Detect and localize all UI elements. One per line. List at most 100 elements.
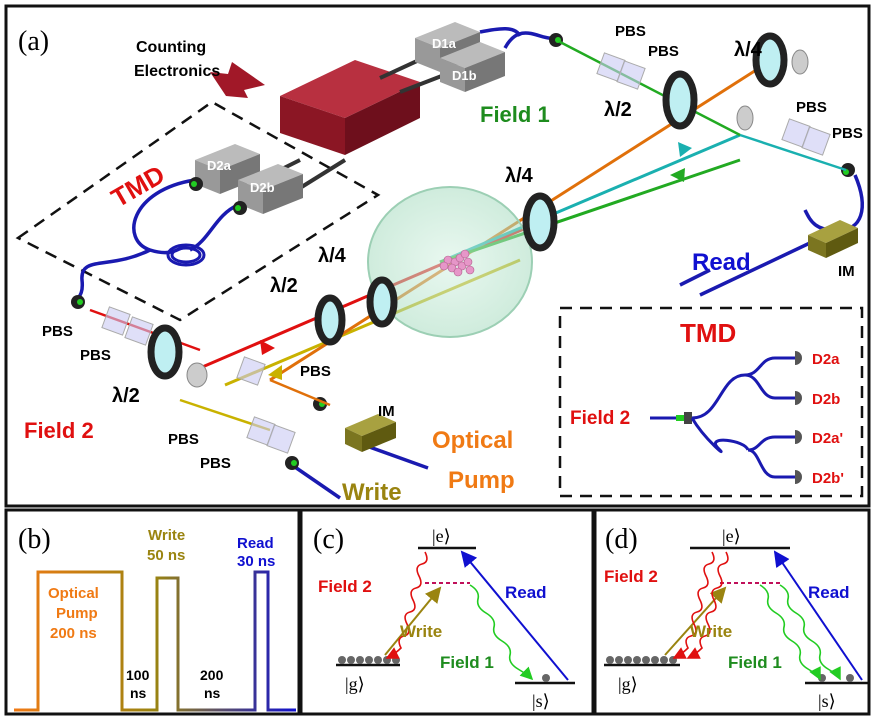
field1-wavy-arrow — [779, 584, 841, 681]
pulse-pump-label-2: Pump — [56, 605, 98, 622]
fiber-read — [699, 240, 813, 297]
svg-text:D1a: D1a — [432, 36, 457, 51]
inset-fiber — [744, 373, 795, 400]
pulse-read-label-2: 30 ns — [237, 553, 275, 570]
panel-a-frame — [4, 4, 871, 508]
fiber — [75, 248, 151, 302]
tmd-inset-field2: Field 2 — [570, 408, 630, 429]
label-g: |g⟩ — [345, 674, 365, 694]
panel-d-frame — [593, 508, 871, 716]
gap1-label-2: ns — [130, 685, 147, 701]
fiber — [479, 27, 522, 38]
detector-d1b: D1b — [440, 42, 505, 92]
pbs-label: PBS — [615, 23, 646, 40]
gap1-label-1: 100 — [126, 667, 150, 683]
pbs-label: PBS — [648, 43, 679, 60]
d-write-label: Write — [690, 622, 732, 641]
lambda4-label: λ/4 — [505, 165, 534, 187]
fiber — [803, 174, 864, 232]
inset-d2a: D2a — [812, 351, 840, 368]
inset-coupler — [684, 412, 692, 424]
label-s: |s⟩ — [532, 691, 550, 711]
pbs-label: PBS — [42, 323, 73, 340]
read-arrowhead — [678, 142, 692, 157]
label-s: |s⟩ — [818, 691, 836, 711]
field1-arrowhead — [670, 168, 685, 182]
d-read-label: Read — [808, 583, 850, 602]
fiber-loop — [166, 243, 206, 267]
pulse-write-label-2: 50 ns — [147, 547, 185, 564]
pbs-label: PBS — [300, 363, 331, 380]
label-g: |g⟩ — [618, 674, 638, 694]
read-label: Read — [692, 249, 751, 276]
inset-d2a-prime: D2a' — [812, 430, 843, 447]
panel-a-tag: (a) — [18, 26, 49, 57]
wire — [298, 158, 347, 190]
im-label: IM — [378, 403, 395, 420]
lambda2-label: λ/2 — [270, 275, 298, 297]
pbs-label: PBS — [832, 125, 863, 142]
optical-pump-label-2: Pump — [448, 467, 515, 494]
inset-fiber-loop — [690, 417, 750, 454]
lambda4-label: λ/4 — [318, 245, 347, 267]
panel-b-tag: (b) — [18, 524, 51, 555]
lambda2-label: λ/2 — [112, 385, 140, 407]
tmd-label: TMD — [106, 159, 170, 213]
read-arrow — [460, 550, 569, 681]
field1-label: Field 1 — [480, 102, 550, 127]
write-arrow — [384, 586, 442, 656]
panel-c-tag: (c) — [313, 524, 344, 555]
write-arrow — [664, 586, 727, 656]
tmd-dashed-box — [15, 100, 381, 322]
tmd-inset-title: TMD — [680, 318, 736, 348]
field1-wavy-arrow — [469, 584, 534, 681]
atom-cloud — [439, 249, 475, 277]
fiber — [503, 31, 553, 49]
pbs-label: PBS — [168, 431, 199, 448]
inset-fiber — [747, 435, 795, 452]
inset-fiber — [747, 448, 795, 479]
fiber-write — [291, 463, 341, 500]
inset-fiber — [744, 356, 795, 377]
field2-label: Field 2 — [24, 418, 94, 443]
tmd-inset-box — [558, 306, 864, 498]
d-field1-label: Field 1 — [728, 653, 782, 672]
pbs-label: PBS — [80, 347, 111, 364]
field2-arrowhead — [260, 340, 275, 355]
counting-label-1: Counting — [136, 39, 206, 56]
pulse-pump-label-3: 200 ns — [50, 625, 97, 642]
svg-text:D2b: D2b — [250, 180, 275, 195]
pulse-write-label-1: Write — [148, 527, 185, 544]
label-e: |e⟩ — [432, 526, 451, 546]
gap2-label-2: ns — [204, 685, 221, 701]
read-arrow — [773, 550, 863, 681]
field2-wavy-arrow — [672, 551, 715, 659]
fiber — [679, 268, 711, 287]
counting-electronics-box — [280, 60, 420, 155]
detector-d2b: D2b — [238, 164, 303, 214]
write-label: Write — [342, 479, 402, 506]
pbs-cube — [101, 52, 831, 454]
fiber — [189, 203, 239, 252]
c-field1-label: Field 1 — [440, 653, 494, 672]
im-label: IM — [838, 263, 855, 280]
inset-coupler — [676, 415, 684, 421]
label-e: |e⟩ — [722, 526, 741, 546]
c-write-label: Write — [400, 622, 442, 641]
lambda2-label: λ/2 — [604, 99, 632, 121]
waveplate-ring — [147, 32, 788, 380]
pump-beam — [269, 378, 331, 407]
panel-c-frame — [299, 508, 595, 716]
im-modulator-read — [808, 220, 858, 258]
c-field2-label: Field 2 — [318, 577, 372, 596]
d-field2-label: Field 2 — [604, 567, 658, 586]
counting-arrow — [210, 62, 265, 98]
field1-beam — [559, 40, 741, 137]
svg-text:D1b: D1b — [452, 68, 477, 83]
c-read-label: Read — [505, 583, 547, 602]
inset-d2b-prime: D2b' — [812, 470, 844, 487]
write-arrowhead — [268, 365, 282, 380]
mirror — [186, 49, 809, 388]
pbs-label: PBS — [200, 455, 231, 472]
svg-text:D2a: D2a — [207, 158, 232, 173]
